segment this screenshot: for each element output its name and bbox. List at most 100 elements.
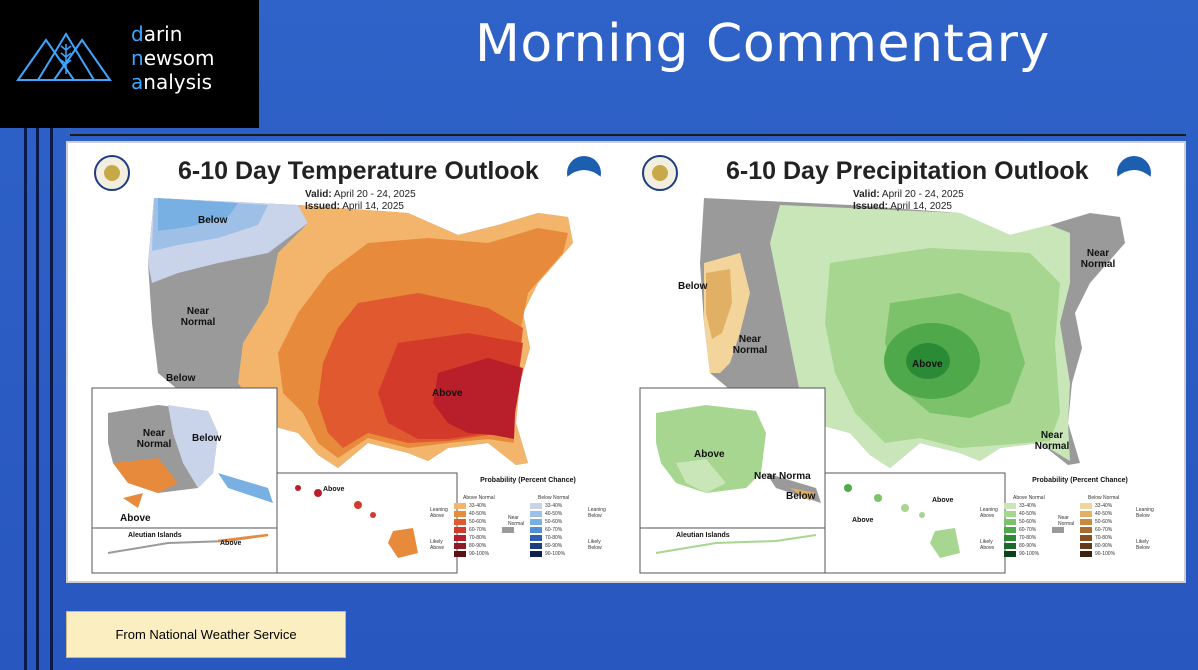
legend-swatch-below xyxy=(1080,511,1092,517)
brand-wordmark: darin newsom analysis xyxy=(131,22,215,94)
legend-range-label: 70-80% xyxy=(1019,535,1037,541)
legend-swatch-above xyxy=(454,527,466,533)
legend-range-label: 90-100% xyxy=(545,551,566,557)
precipitation-outlook-panel: 6-10 Day Precipitation Outlook Valid: Ap… xyxy=(630,143,1186,581)
legend-label: Leaning Above xyxy=(430,507,448,519)
map-region-label: Below xyxy=(192,433,222,444)
legend-range-label: 90-100% xyxy=(1019,551,1040,557)
legend-range-label: 90-100% xyxy=(469,551,490,557)
legend-swatch-above xyxy=(1004,527,1016,533)
map-region-label: Above xyxy=(432,388,463,399)
legend-range-label: 33-40% xyxy=(545,503,563,509)
legend-swatch-above xyxy=(454,519,466,525)
temperature-map-title: 6-10 Day Temperature Outlook xyxy=(178,157,539,185)
legend-label: Leaning Below xyxy=(588,507,606,519)
divider-line xyxy=(36,128,39,670)
legend-swatch-below xyxy=(1080,503,1092,509)
legend-range-label: 40-50% xyxy=(1019,511,1037,517)
legend-swatch-below xyxy=(530,511,542,517)
map-region-label: Near Normal xyxy=(1080,248,1116,270)
legend-swatch-near xyxy=(1052,527,1064,533)
legend-swatch-below xyxy=(1080,535,1092,541)
legend-range-label: 33-40% xyxy=(1019,503,1037,509)
map-region-label: Below xyxy=(786,491,816,502)
legend-range-label: 50-60% xyxy=(469,519,487,525)
legend-label: Likely Above xyxy=(980,539,995,551)
map-region-label: Near Normal xyxy=(732,334,768,356)
legend-label: Leaning Below xyxy=(1136,507,1154,519)
legend-range-label: 60-70% xyxy=(545,527,563,533)
map-region-label: Below xyxy=(678,281,708,292)
temperature-map-image xyxy=(91,155,601,574)
map-region-label: Above xyxy=(912,359,943,370)
legend-swatch-below xyxy=(530,551,542,557)
legend-header: Above Normal xyxy=(463,495,495,501)
legend-range-label: 50-60% xyxy=(545,519,563,525)
legend-range-label: 50-60% xyxy=(1095,519,1113,525)
legend-title: Probability (Percent Chance) xyxy=(480,477,576,484)
legend-range-label: 33-40% xyxy=(469,503,487,509)
legend-range-label: 33-40% xyxy=(1095,503,1113,509)
legend-range-label: 90-100% xyxy=(1095,551,1116,557)
temperature-outlook-panel: 6-10 Day Temperature Outlook Valid: Apri… xyxy=(68,143,624,581)
legend-swatch-below xyxy=(1080,551,1092,557)
map-region-label: Above xyxy=(932,497,954,504)
legend-range-label: 80-90% xyxy=(1019,543,1037,549)
map-region-label: Above xyxy=(120,513,151,524)
divider-line xyxy=(50,128,53,670)
map-region-label: Near Norma xyxy=(754,471,811,482)
legend-header: Below Normal xyxy=(538,495,570,501)
map-region-label: Aleutian Islands xyxy=(676,532,730,539)
legend-swatch-below xyxy=(530,503,542,509)
legend-range-label: 60-70% xyxy=(1019,527,1037,533)
legend-swatch-below xyxy=(530,527,542,533)
legend-range-label: 40-50% xyxy=(1095,511,1113,517)
map-region-label: Below xyxy=(198,215,228,226)
legend-swatch-above xyxy=(454,535,466,541)
divider-line xyxy=(24,128,27,670)
legend-swatch-above xyxy=(1004,519,1016,525)
legend-swatch-below xyxy=(1080,527,1092,533)
legend-swatch-above xyxy=(1004,535,1016,541)
map-region-label: Near Normal xyxy=(1034,430,1070,452)
legend-label: Likely Above xyxy=(430,539,445,551)
legend-swatch-below xyxy=(530,535,542,541)
legend-label: Near Normal xyxy=(1058,515,1075,527)
legend-header: Above Normal xyxy=(1013,495,1045,501)
legend-range-label: 60-70% xyxy=(469,527,487,533)
legend-swatch-below xyxy=(530,543,542,549)
legend-range-label: 40-50% xyxy=(545,511,563,517)
map-region-label: Above xyxy=(323,486,345,493)
legend-swatch-below xyxy=(530,519,542,525)
precipitation-map-title: 6-10 Day Precipitation Outlook xyxy=(726,157,1089,185)
legend-range-label: 80-90% xyxy=(469,543,487,549)
legend-range-label: 40-50% xyxy=(469,511,487,517)
legend-range-label: 70-80% xyxy=(469,535,487,541)
divider-line xyxy=(70,134,1186,136)
legend-range-label: 80-90% xyxy=(545,543,563,549)
legend-swatch-above xyxy=(454,551,466,557)
legend-swatch-above xyxy=(454,543,466,549)
legend-range-label: 80-90% xyxy=(1095,543,1113,549)
page-title: Morning Commentary xyxy=(475,14,1050,74)
legend-swatch-above xyxy=(454,503,466,509)
temperature-dates: Valid: April 20 - 24, 2025 Issued: April… xyxy=(305,189,416,212)
map-region-label: Below xyxy=(166,373,196,384)
legend-range-label: 70-80% xyxy=(1095,535,1113,541)
legend-title: Probability (Percent Chance) xyxy=(1032,477,1128,484)
mountain-logo-icon xyxy=(16,32,112,81)
map-region-label: Above xyxy=(852,517,874,524)
source-note: From National Weather Service xyxy=(66,611,346,658)
legend-swatch-below xyxy=(1080,519,1092,525)
legend-swatch-above xyxy=(454,511,466,517)
legend-label: Likely Below xyxy=(1136,539,1150,551)
legend-range-label: 60-70% xyxy=(1095,527,1113,533)
legend-swatch-above xyxy=(1004,543,1016,549)
map-region-label: Above xyxy=(220,540,242,547)
precipitation-dates: Valid: April 20 - 24, 2025 Issued: April… xyxy=(853,189,964,212)
map-region-label: Near Normal xyxy=(136,428,172,450)
legend-swatch-near xyxy=(502,527,514,533)
legend-header: Below Normal xyxy=(1088,495,1120,501)
map-region-label: Aleutian Islands xyxy=(128,532,182,539)
map-region-label: Above xyxy=(694,449,725,460)
